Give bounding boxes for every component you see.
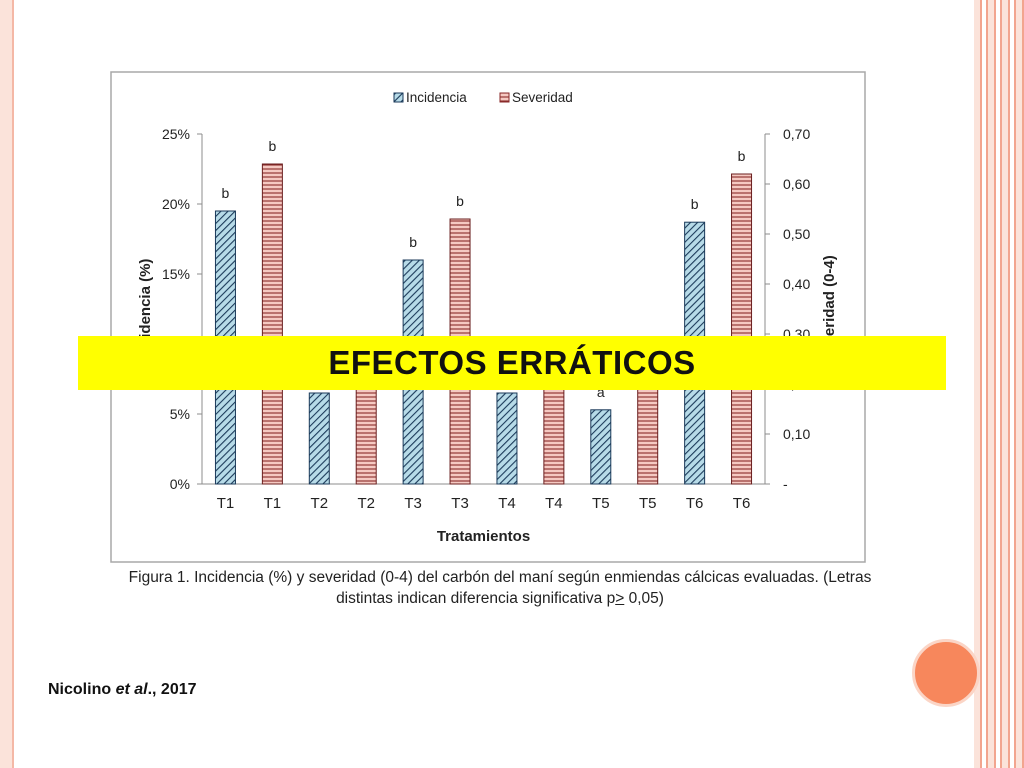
- legend-swatch-incidencia: [393, 92, 404, 103]
- x-tick-label: T5: [639, 495, 657, 512]
- bar-severidad: [637, 388, 659, 485]
- bar-severidad: [731, 173, 753, 485]
- bar-data-label: b: [409, 234, 417, 250]
- x-tick-label: T1: [217, 495, 235, 512]
- x-tick-label: T2: [357, 495, 375, 512]
- bar-data-label: b: [222, 185, 230, 201]
- x-tick-label: T1: [264, 495, 282, 512]
- x-axis-title: Tratamientos: [437, 528, 530, 545]
- banner-text: EFECTOS ERRÁTICOS: [328, 344, 696, 381]
- legend-label-incidencia: Incidencia: [406, 90, 467, 105]
- citation-year: ., 2017: [147, 681, 197, 698]
- x-tick-label: T2: [311, 495, 329, 512]
- bar-severidad: [261, 163, 283, 485]
- bar-incidencia: [308, 392, 330, 485]
- bar-incidencia: [496, 392, 518, 485]
- y-right-tick-label: 0,60: [783, 176, 810, 192]
- citation-author: Nicolino: [48, 681, 116, 698]
- caption-geq-symbol: >: [615, 590, 625, 607]
- bar-severidad: [543, 388, 565, 485]
- left-frame-decoration: [0, 0, 14, 768]
- bar-data-label: b: [456, 193, 464, 209]
- y-left-tick-label: 5%: [170, 406, 190, 422]
- caption-line-2-text: distintas indican diferencia significati…: [336, 590, 616, 607]
- y-axis-right-title: Severidad (0-4): [821, 255, 838, 363]
- highlight-banner: EFECTOS ERRÁTICOS: [78, 336, 946, 390]
- citation: Nicolino et al., 2017: [48, 681, 197, 699]
- caption-line-1: Figura 1. Incidencia (%) y severidad (0-…: [128, 569, 872, 586]
- bar-data-label: b: [691, 196, 699, 212]
- bar-severidad: [355, 388, 377, 485]
- y-left-tick-label: 20%: [162, 196, 190, 212]
- x-tick-label: T3: [404, 495, 422, 512]
- y-right-tick-label: 0,50: [783, 226, 810, 242]
- x-tick-label: T4: [545, 495, 563, 512]
- y-right-tick-label: 0,70: [783, 126, 810, 142]
- caption-line-2: distintas indican diferencia significati…: [60, 588, 940, 609]
- bar-incidencia: [590, 409, 612, 485]
- legend-swatch-severidad: [499, 92, 510, 103]
- right-frame-stripes: [974, 0, 1024, 768]
- y-left-tick-label: 0%: [170, 476, 190, 492]
- caption-line-2-end: 0,05): [624, 590, 664, 607]
- figure-caption: Figura 1. Incidencia (%) y severidad (0-…: [60, 567, 940, 609]
- bar-data-label: b: [268, 138, 276, 154]
- x-tick-label: T5: [592, 495, 610, 512]
- bar-data-label: a: [597, 384, 605, 400]
- y-left-tick-label: 15%: [162, 266, 190, 282]
- y-right-tick-label: 0,40: [783, 276, 810, 292]
- citation-etal: et al: [115, 681, 148, 698]
- x-tick-label: T3: [451, 495, 469, 512]
- bar-data-label: b: [738, 148, 746, 164]
- decorative-circle: [912, 639, 980, 707]
- x-tick-label: T4: [498, 495, 516, 512]
- y-right-tick-label: 0,10: [783, 426, 810, 442]
- x-tick-label: T6: [686, 495, 704, 512]
- legend-label-severidad: Severidad: [512, 90, 573, 105]
- y-right-tick-label: -: [783, 476, 788, 492]
- x-tick-label: T6: [733, 495, 751, 512]
- y-axis-left-title: Incidencia (%): [137, 259, 154, 360]
- y-left-tick-label: 25%: [162, 126, 190, 142]
